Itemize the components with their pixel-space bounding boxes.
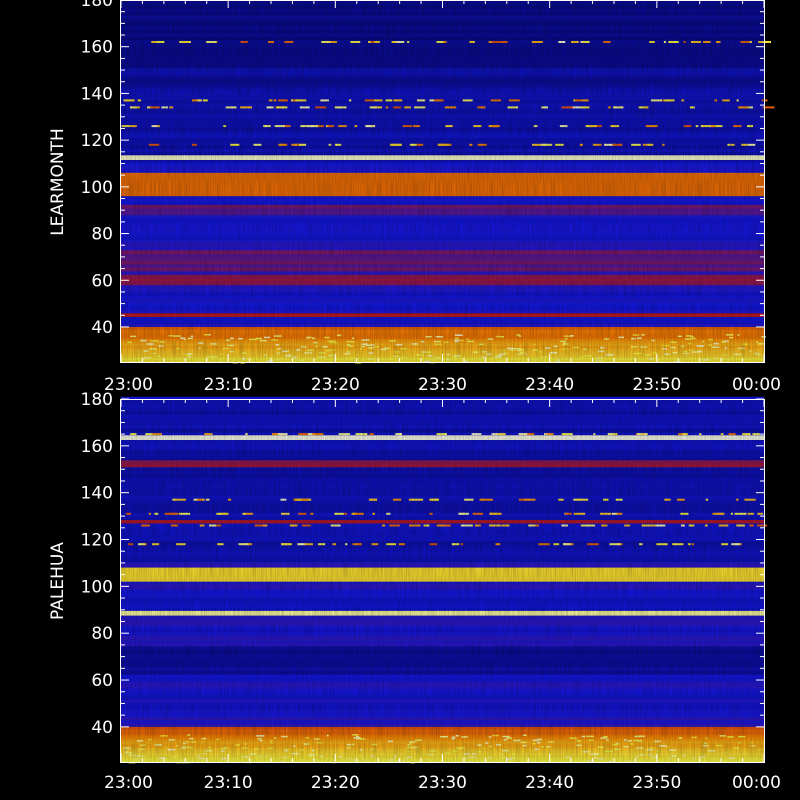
y-tick-label: 160 (81, 437, 113, 457)
palehua-spectrogram (121, 396, 767, 764)
noise-texture (121, 0, 764, 362)
palehua-y-axis: 40 60 80 100 120 140 160 180 (81, 390, 764, 738)
y-tick-label: 60 (91, 271, 113, 291)
x-tick-label: 23:30 (418, 773, 467, 793)
y-tick-label: 100 (81, 178, 113, 198)
x-tick-label: 23:10 (204, 773, 253, 793)
y-tick-label: 40 (91, 718, 113, 738)
x-tick-label: 00:00 (732, 773, 781, 793)
burst-mark (762, 106, 775, 109)
palehua-axis-title: PALEHUA (48, 542, 68, 620)
x-tick-label: 23:40 (525, 375, 574, 395)
x-tick-label: 00:00 (732, 375, 781, 395)
palehua-x-axis: 23:00 23:10 23:20 23:30 23:40 23:50 00:00 (104, 399, 781, 793)
y-tick-label: 80 (91, 624, 113, 644)
x-tick-label: 23:40 (525, 773, 574, 793)
x-tick-label: 23:20 (311, 773, 360, 793)
y-tick-label: 140 (81, 484, 113, 504)
learmonth-x-axis: 23:00 23:10 23:20 23:30 23:40 23:50 00:00 (104, 0, 781, 395)
x-tick-label: 23:10 (204, 375, 253, 395)
x-tick-label: 23:50 (632, 375, 681, 395)
x-tick-label: 23:50 (632, 773, 681, 793)
x-tick-label: 23:00 (104, 773, 153, 793)
y-tick-label: 120 (81, 131, 113, 151)
y-tick-label: 120 (81, 531, 113, 551)
y-tick-label: 40 (91, 318, 113, 338)
y-tick-label: 80 (91, 225, 113, 245)
y-tick-label: 180 (81, 390, 113, 410)
spectrum-row (121, 396, 764, 401)
burst-mark (762, 41, 771, 43)
y-tick-label: 160 (81, 38, 113, 58)
x-tick-label: 23:00 (104, 375, 153, 395)
learmonth-y-axis: 40 60 80 100 120 140 160 180 (81, 0, 764, 338)
noise-texture (121, 399, 764, 762)
x-tick-label: 23:30 (418, 375, 467, 395)
y-tick-label: 140 (81, 84, 113, 104)
y-tick-label: 180 (81, 0, 113, 11)
y-tick-label: 100 (81, 577, 113, 597)
learmonth-spectrogram (121, 0, 775, 364)
x-tick-label: 23:20 (311, 375, 360, 395)
y-tick-label: 60 (91, 671, 113, 691)
learmonth-axis-title: LEARMONTH (48, 128, 68, 236)
